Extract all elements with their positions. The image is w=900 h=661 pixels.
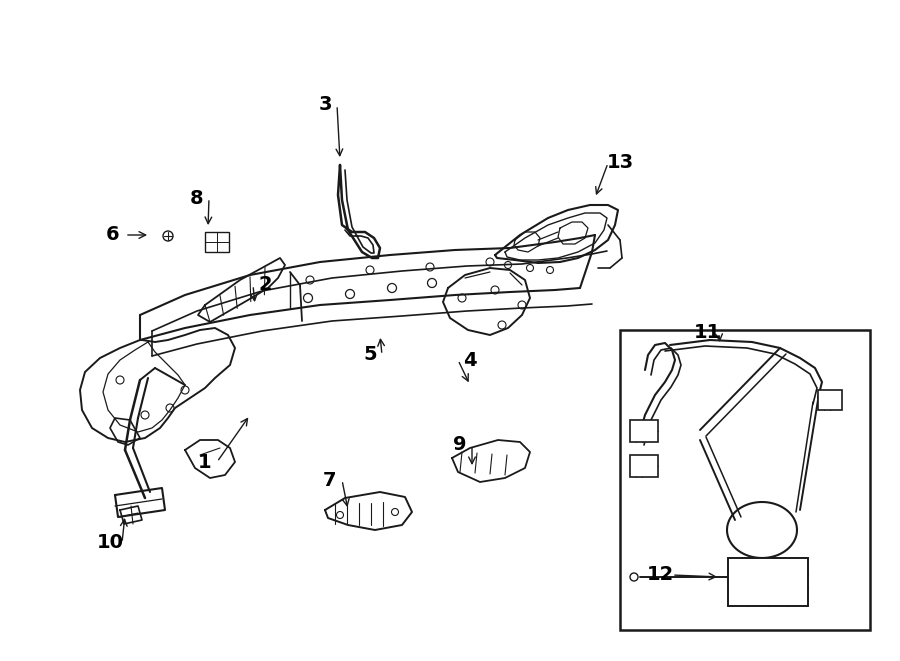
Bar [630,455,658,477]
Bar [818,390,842,410]
Text: 4: 4 [464,350,477,369]
Bar [620,330,870,630]
Circle shape [630,573,638,581]
Bar [205,232,229,252]
Text: 2: 2 [258,276,272,295]
Text: 1: 1 [198,453,212,471]
Bar [630,420,658,442]
Text: 8: 8 [190,188,203,208]
Text: 3: 3 [319,95,332,114]
Bar [728,558,808,606]
Text: 13: 13 [607,153,634,173]
Text: 11: 11 [693,323,721,342]
Text: 5: 5 [364,346,377,364]
Text: 7: 7 [323,471,337,490]
Text: 10: 10 [96,533,123,553]
Text: 12: 12 [646,566,673,584]
Text: 9: 9 [454,436,467,455]
Text: 6: 6 [106,225,120,245]
